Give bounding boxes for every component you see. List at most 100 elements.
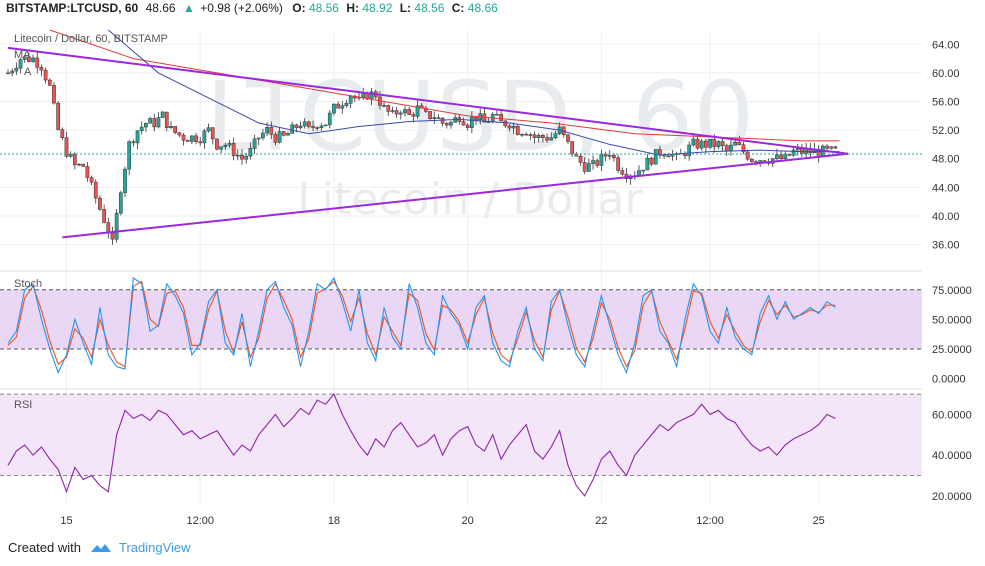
y-tick-label: 25.0000 xyxy=(932,344,972,356)
candle xyxy=(294,124,299,129)
x-tick-label: 12:00 xyxy=(186,515,214,527)
candle xyxy=(190,135,194,142)
candle xyxy=(77,163,81,166)
candle xyxy=(60,129,65,138)
candle xyxy=(52,84,56,104)
candle xyxy=(202,130,207,144)
candle xyxy=(499,114,503,122)
tradingview-link[interactable]: TradingView xyxy=(118,540,191,555)
ma-red-line xyxy=(49,29,840,142)
high-value: 48.92 xyxy=(362,1,392,15)
candle xyxy=(440,117,445,124)
rsi-band xyxy=(0,394,922,476)
candle xyxy=(139,126,144,132)
trendline[interactable] xyxy=(62,152,849,239)
candle xyxy=(311,126,315,128)
candle xyxy=(181,134,186,141)
candle xyxy=(206,127,211,132)
candle xyxy=(545,137,549,141)
candle xyxy=(432,117,437,120)
candle xyxy=(223,144,228,147)
last-price: 48.66 xyxy=(146,1,176,15)
candle xyxy=(507,125,512,129)
candle xyxy=(428,111,432,120)
candle xyxy=(185,140,190,142)
chart-header: BITSTAMP:LTCUSD, 60 48.66 ▲ +0.98 (+2.06… xyxy=(6,1,498,15)
trendline[interactable] xyxy=(7,46,849,155)
footer: Created with TradingView xyxy=(8,540,191,555)
candle xyxy=(536,135,541,138)
candle xyxy=(215,138,219,150)
candle xyxy=(89,177,94,183)
candle xyxy=(708,139,712,148)
candle xyxy=(152,118,157,128)
candle xyxy=(27,56,31,62)
candle xyxy=(31,57,35,62)
candle xyxy=(524,133,529,136)
candle xyxy=(240,154,244,160)
y-tick-label: 50.0000 xyxy=(932,314,972,326)
candle xyxy=(265,127,269,134)
candle xyxy=(511,125,516,129)
candle xyxy=(286,133,290,136)
candle xyxy=(35,57,40,68)
candle xyxy=(566,134,570,142)
candle xyxy=(482,113,487,123)
candle xyxy=(449,121,453,126)
candle xyxy=(829,146,834,149)
candle xyxy=(749,158,754,162)
candle xyxy=(332,103,336,114)
candle xyxy=(587,163,591,172)
candle xyxy=(210,127,215,140)
candle xyxy=(783,153,788,159)
ma-legend-2: A xyxy=(24,66,32,78)
candle xyxy=(616,157,620,171)
close-label: C: xyxy=(452,1,465,15)
y-tick-label: 48.00 xyxy=(932,154,960,166)
candle xyxy=(323,124,328,127)
candle xyxy=(56,102,60,130)
candle xyxy=(729,144,733,152)
candle xyxy=(307,121,311,127)
y-tick-label: 40.00 xyxy=(932,211,960,223)
candle xyxy=(173,126,178,133)
candle xyxy=(599,153,604,166)
candle xyxy=(169,126,173,129)
candle xyxy=(520,133,524,136)
candle xyxy=(277,131,282,143)
candle xyxy=(470,117,474,128)
ma-legend-1: MA xyxy=(14,49,31,61)
candle xyxy=(553,133,558,138)
candle xyxy=(745,151,750,160)
candle xyxy=(716,141,721,147)
candle xyxy=(394,110,399,115)
candle xyxy=(570,141,574,155)
tradingview-cloud-icon[interactable] xyxy=(89,542,113,554)
chart-subtitle: Litecoin / Dollar, 60, BITSTAMP xyxy=(14,33,168,45)
candle xyxy=(532,134,537,138)
candle xyxy=(256,137,261,140)
y-tick-label: 36.00 xyxy=(932,240,960,252)
close-value: 48.66 xyxy=(468,1,498,15)
candle xyxy=(160,111,165,118)
candle xyxy=(515,125,520,136)
x-tick-label: 25 xyxy=(813,515,825,527)
y-tick-label: 60.00 xyxy=(932,68,960,80)
candle xyxy=(198,141,203,144)
open-label: O: xyxy=(292,1,305,15)
candle xyxy=(424,107,428,112)
candle xyxy=(591,160,595,164)
trendlines[interactable] xyxy=(7,46,849,239)
candle xyxy=(779,154,783,159)
candle xyxy=(607,155,612,157)
candle xyxy=(47,79,52,86)
candle xyxy=(194,135,198,142)
candle xyxy=(741,144,746,153)
candle xyxy=(666,155,671,158)
candle xyxy=(411,114,416,117)
candle xyxy=(398,112,403,115)
candle xyxy=(415,105,420,117)
candle xyxy=(102,209,106,223)
candle xyxy=(219,146,223,150)
